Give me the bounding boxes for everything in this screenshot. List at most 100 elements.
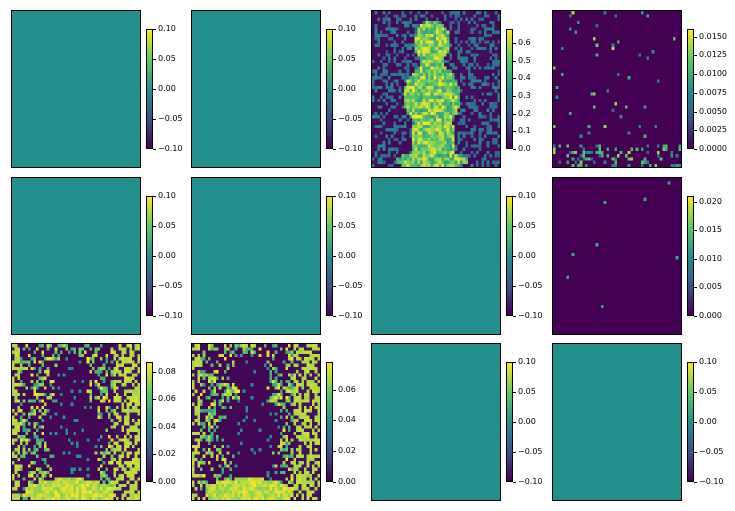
colorbar-tick xyxy=(153,119,156,120)
colorbar-tick xyxy=(333,286,336,287)
colorbar-tick xyxy=(694,316,697,317)
colorbar-tick-label: −0.10 xyxy=(518,477,543,486)
colorbar-tick-label: 0.020 xyxy=(699,197,722,206)
colorbar-tick-label: 0.10 xyxy=(158,191,176,200)
colorbar-tick xyxy=(333,59,336,60)
colorbar-tick xyxy=(513,114,516,115)
colorbar-tick-label: −0.10 xyxy=(518,311,543,320)
colorbar-tick-label: 0.0125 xyxy=(699,50,727,59)
colorbar-tick-label: −0.05 xyxy=(158,281,183,290)
heatmap-panel-1 xyxy=(11,10,141,168)
heatmap-cells-10 xyxy=(192,344,320,500)
colorbar-tick-label: 0.04 xyxy=(158,422,176,431)
colorbar-tick-label: 0.0 xyxy=(518,144,531,153)
colorbar-10 xyxy=(326,362,333,482)
colorbar-tick xyxy=(153,89,156,90)
colorbar-tick xyxy=(153,427,156,428)
colorbar-2 xyxy=(326,29,333,149)
colorbar-tick xyxy=(513,422,516,423)
heatmap-cells-5 xyxy=(12,178,140,334)
colorbar-tick xyxy=(153,29,156,30)
colorbar-tick-label: −0.05 xyxy=(518,281,543,290)
colorbar-tick xyxy=(513,452,516,453)
colorbar-tick-label: 0.010 xyxy=(699,254,722,263)
colorbar-tick-label: 0.015 xyxy=(699,225,722,234)
colorbar-4 xyxy=(687,29,694,149)
colorbar-tick-label: 0.005 xyxy=(699,282,722,291)
colorbar-tick xyxy=(694,452,697,453)
colorbar-3 xyxy=(506,29,513,149)
heatmap-panel-12 xyxy=(552,343,682,501)
colorbar-tick xyxy=(153,59,156,60)
colorbar-tick-label: 0.10 xyxy=(699,357,717,366)
colorbar-tick xyxy=(333,149,336,150)
colorbar-tick xyxy=(333,89,336,90)
colorbar-tick-label: 0.0150 xyxy=(699,32,727,41)
colorbar-tick-label: 0.06 xyxy=(158,394,176,403)
colorbar-tick xyxy=(513,286,516,287)
colorbar-tick-label: 0.4 xyxy=(518,73,531,82)
heatmap-cells-1 xyxy=(12,11,140,167)
colorbar-tick xyxy=(333,196,336,197)
colorbar-tick-label: 0.05 xyxy=(338,54,356,63)
colorbar-tick xyxy=(513,96,516,97)
heatmap-cells-2 xyxy=(192,11,320,167)
colorbar-tick xyxy=(153,196,156,197)
colorbar-tick-label: −0.10 xyxy=(338,144,363,153)
colorbar-tick-label: 0.000 xyxy=(699,311,722,320)
colorbar-tick-label: 0.0075 xyxy=(699,88,727,97)
colorbar-tick-label: 0.1 xyxy=(518,126,531,135)
heatmap-panel-10 xyxy=(191,343,321,501)
colorbar-tick xyxy=(513,78,516,79)
colorbar-tick-label: 0.00 xyxy=(518,251,536,260)
colorbar-tick-label: 0.08 xyxy=(158,367,176,376)
colorbar-tick-label: 0.05 xyxy=(699,387,717,396)
heatmap-panel-7 xyxy=(371,177,501,335)
colorbar-tick-label: 0.00 xyxy=(158,477,176,486)
colorbar-tick-label: 0.10 xyxy=(158,24,176,33)
colorbar-7 xyxy=(506,196,513,316)
colorbar-tick-label: 0.10 xyxy=(338,191,356,200)
colorbar-tick-label: 0.0025 xyxy=(699,125,727,134)
colorbar-tick xyxy=(694,259,697,260)
colorbar-tick xyxy=(694,93,697,94)
heatmap-cells-12 xyxy=(553,344,681,500)
heatmap-panel-8 xyxy=(552,177,682,335)
colorbar-tick xyxy=(153,256,156,257)
colorbar-tick-label: 0.02 xyxy=(338,446,356,455)
colorbar-tick xyxy=(333,390,336,391)
colorbar-tick-label: 0.05 xyxy=(158,54,176,63)
colorbar-tick xyxy=(153,454,156,455)
colorbar-tick xyxy=(513,316,516,317)
colorbar-tick xyxy=(513,226,516,227)
colorbar-tick xyxy=(153,286,156,287)
heatmap-cells-11 xyxy=(372,344,500,500)
colorbar-tick xyxy=(153,149,156,150)
colorbar-tick xyxy=(333,420,336,421)
colorbar-tick-label: 0.00 xyxy=(338,251,356,260)
colorbar-tick-label: −0.05 xyxy=(158,114,183,123)
colorbar-tick-label: 0.06 xyxy=(338,385,356,394)
heatmap-panel-4 xyxy=(552,10,682,168)
colorbar-1 xyxy=(146,29,153,149)
colorbar-tick xyxy=(333,451,336,452)
colorbar-tick-label: 0.05 xyxy=(158,221,176,230)
heatmap-panel-2 xyxy=(191,10,321,168)
colorbar-tick xyxy=(153,399,156,400)
colorbar-tick-label: 0.05 xyxy=(518,387,536,396)
colorbar-tick-label: 0.5 xyxy=(518,56,531,65)
colorbar-tick-label: 0.02 xyxy=(158,449,176,458)
colorbar-tick-label: 0.00 xyxy=(518,417,536,426)
colorbar-tick xyxy=(513,392,516,393)
colorbar-tick xyxy=(694,287,697,288)
colorbar-12 xyxy=(687,362,694,482)
heatmap-panel-9 xyxy=(11,343,141,501)
colorbar-5 xyxy=(146,196,153,316)
colorbar-tick-label: 0.0050 xyxy=(699,107,727,116)
colorbar-tick xyxy=(694,422,697,423)
heatmap-cells-7 xyxy=(372,178,500,334)
heatmap-cells-4 xyxy=(553,11,681,167)
colorbar-tick xyxy=(694,482,697,483)
colorbar-tick xyxy=(694,392,697,393)
